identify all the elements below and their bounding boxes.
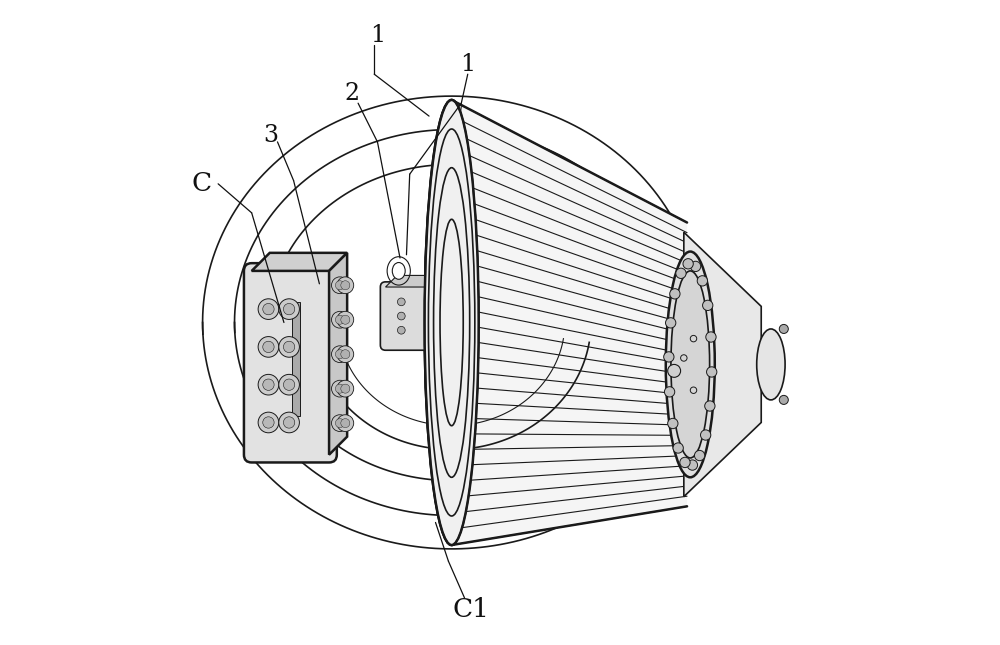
Ellipse shape — [779, 324, 788, 333]
Circle shape — [263, 417, 274, 428]
Circle shape — [332, 381, 348, 397]
Circle shape — [279, 412, 299, 433]
Ellipse shape — [425, 100, 479, 545]
Circle shape — [279, 337, 299, 357]
Ellipse shape — [706, 332, 716, 342]
Ellipse shape — [664, 352, 674, 362]
Circle shape — [283, 303, 295, 315]
Circle shape — [337, 381, 354, 397]
Ellipse shape — [668, 364, 681, 377]
Circle shape — [397, 298, 405, 306]
Circle shape — [263, 379, 274, 390]
Ellipse shape — [673, 443, 683, 453]
Circle shape — [332, 415, 348, 432]
Circle shape — [258, 412, 279, 433]
Circle shape — [341, 315, 350, 324]
Text: 1: 1 — [460, 53, 475, 76]
Ellipse shape — [703, 300, 713, 310]
Ellipse shape — [666, 252, 715, 477]
Polygon shape — [452, 100, 687, 545]
Circle shape — [337, 277, 354, 293]
Circle shape — [341, 281, 350, 290]
Circle shape — [332, 346, 348, 362]
Ellipse shape — [392, 263, 405, 279]
Circle shape — [335, 350, 344, 359]
Circle shape — [335, 384, 344, 393]
Ellipse shape — [757, 329, 785, 400]
Circle shape — [279, 374, 299, 395]
Circle shape — [341, 384, 350, 393]
Ellipse shape — [668, 419, 678, 429]
Circle shape — [332, 312, 348, 328]
Circle shape — [397, 312, 405, 320]
Circle shape — [258, 299, 279, 319]
Circle shape — [337, 415, 354, 432]
Circle shape — [332, 277, 348, 293]
Circle shape — [335, 315, 344, 324]
Bar — [292, 302, 300, 416]
FancyBboxPatch shape — [244, 263, 337, 462]
Ellipse shape — [690, 261, 701, 272]
Ellipse shape — [671, 271, 710, 458]
Circle shape — [258, 374, 279, 395]
Ellipse shape — [666, 318, 676, 328]
Polygon shape — [252, 253, 347, 271]
Ellipse shape — [697, 275, 708, 286]
Text: C1: C1 — [453, 597, 489, 622]
Circle shape — [283, 379, 295, 390]
Polygon shape — [427, 275, 439, 345]
Ellipse shape — [707, 367, 717, 377]
Ellipse shape — [779, 395, 788, 404]
Circle shape — [283, 417, 295, 428]
Circle shape — [337, 346, 354, 362]
Ellipse shape — [676, 268, 686, 279]
Circle shape — [279, 299, 299, 319]
Ellipse shape — [670, 289, 680, 299]
Circle shape — [341, 419, 350, 428]
Ellipse shape — [664, 387, 675, 397]
Circle shape — [263, 341, 274, 353]
Text: 1: 1 — [370, 24, 385, 47]
Circle shape — [337, 312, 354, 328]
Ellipse shape — [694, 450, 705, 461]
Circle shape — [258, 337, 279, 357]
Text: C: C — [192, 172, 212, 196]
Ellipse shape — [705, 401, 715, 411]
Circle shape — [335, 419, 344, 428]
Circle shape — [341, 350, 350, 359]
Ellipse shape — [680, 457, 690, 468]
Circle shape — [283, 341, 295, 353]
Text: 2: 2 — [344, 82, 359, 105]
Circle shape — [263, 303, 274, 315]
FancyBboxPatch shape — [380, 282, 433, 350]
Circle shape — [335, 281, 344, 290]
Ellipse shape — [425, 100, 479, 545]
Polygon shape — [386, 275, 439, 287]
Text: 3: 3 — [264, 124, 279, 147]
Ellipse shape — [701, 430, 711, 440]
Ellipse shape — [683, 259, 693, 269]
Ellipse shape — [687, 460, 698, 470]
Polygon shape — [329, 253, 347, 455]
Polygon shape — [684, 232, 761, 497]
Circle shape — [397, 326, 405, 334]
